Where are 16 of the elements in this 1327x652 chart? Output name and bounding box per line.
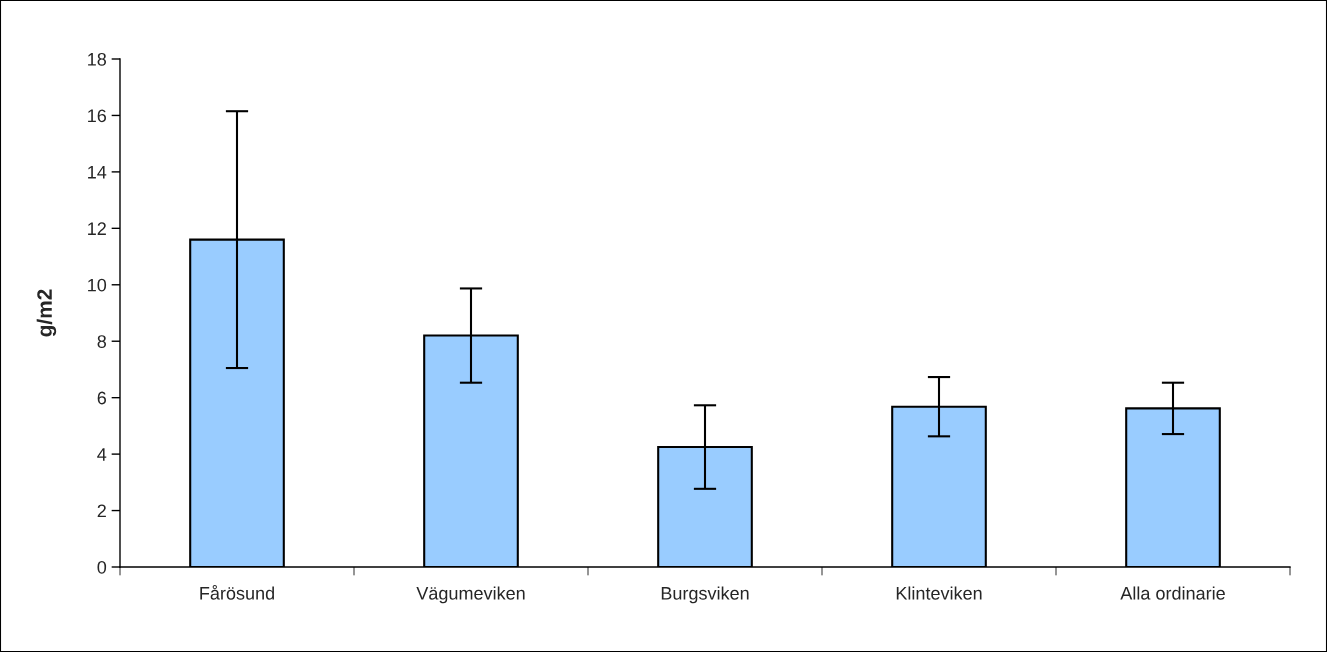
y-tick-label: 6 — [97, 391, 107, 405]
x-tick-label: Klinteviken — [896, 586, 982, 600]
x-tick-label: Fårösund — [200, 584, 274, 600]
y-tick-label: 4 — [97, 448, 107, 461]
y-tick-label: 18 — [88, 52, 107, 66]
y-tick-label: 10 — [88, 278, 107, 292]
x-tick-label: Burgsviken — [661, 586, 749, 604]
y-axis-title: g/m2 — [36, 289, 57, 337]
x-tick-label: Alla ordinarie — [1120, 586, 1225, 600]
y-tick-label: 12 — [88, 222, 106, 235]
y-tick-label: 2 — [97, 504, 106, 518]
y-tick-label: 14 — [88, 166, 107, 179]
y-tick-label: 0 — [97, 560, 107, 574]
y-tick-label: 8 — [97, 335, 107, 348]
y-tick-label: 16 — [88, 109, 107, 123]
x-tick-label: Vägumeviken — [416, 586, 525, 604]
